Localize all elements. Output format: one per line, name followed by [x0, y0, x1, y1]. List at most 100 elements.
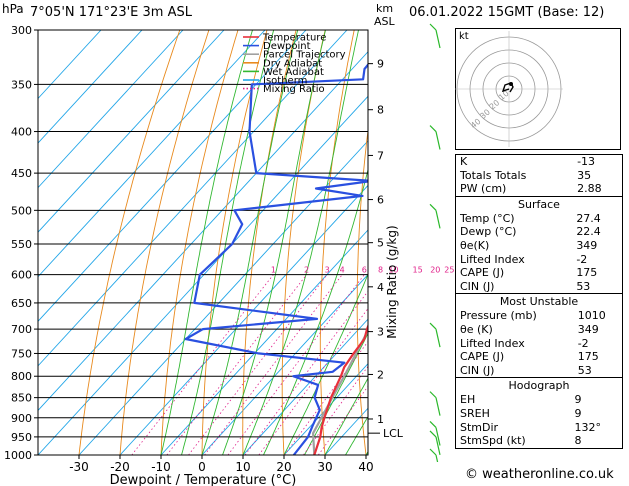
mixing-ratio-line — [204, 274, 343, 455]
isotherm-line — [38, 30, 143, 144]
km-tick-label: 7 — [377, 149, 384, 162]
legend-label: Dewpoint — [263, 41, 311, 52]
hodo-row: SREH 9 — [456, 407, 622, 421]
isotherm-line — [78, 140, 368, 455]
km-tick-label: 4 — [377, 281, 384, 294]
hodo-label: StmDir — [460, 420, 499, 434]
legend-label: Temperature — [262, 33, 326, 44]
copyright-footer[interactable]: © weatheronline.co.uk — [465, 467, 614, 482]
dry-adiabat-line — [160, 30, 239, 455]
wind-barb-flag — [429, 430, 437, 438]
temperature-tick-label: 40 — [358, 460, 373, 474]
wind-barbs — [429, 23, 441, 462]
wind-barb — [435, 397, 441, 416]
hodo-value: 132° — [574, 420, 601, 434]
km-tick-label: 9 — [377, 58, 384, 71]
dry-adiabat-line — [78, 30, 181, 455]
index-row: Totals Totals 35 — [456, 169, 622, 183]
hodograph-storm-motion — [509, 82, 513, 86]
index-value: 35 — [577, 168, 592, 182]
index-label: K — [460, 155, 468, 168]
pressure-tick-label: 500 — [11, 204, 32, 217]
hodograph-table: EH 9 SREH 9 StmDir 132° StmSpd (kt) 8 — [456, 393, 622, 447]
hodo-row: StmDir 132° — [456, 421, 622, 435]
surface-value: -2 — [576, 252, 588, 266]
mu-value: 175 — [577, 350, 599, 364]
surface-row: θe(K) 349 — [456, 239, 622, 253]
pressure-tick-label: 450 — [11, 167, 32, 180]
mu-value: 1010 — [577, 309, 606, 323]
hodo-value: 9 — [574, 393, 582, 407]
surface-value: 53 — [576, 279, 591, 293]
location-title: 7°05'N 171°23'E 3m ASL — [30, 5, 192, 20]
wind-barb — [435, 454, 439, 462]
mixing-ratio-label: 2 — [304, 266, 309, 275]
index-label: Totals Totals — [460, 168, 527, 182]
wet-adiabat-line — [304, 332, 368, 455]
wind-barb-flag — [429, 322, 437, 330]
legend-label: Dry Adiabat — [263, 58, 322, 69]
mu-value: 349 — [577, 322, 599, 336]
surface-row: CAPE (J) 175 — [456, 266, 622, 280]
hodo-label: SREH — [460, 406, 490, 420]
legend-label: Parcel Trajectory — [263, 50, 346, 61]
legend-label: Wet Adiabat — [263, 67, 324, 78]
mu-value: 53 — [577, 363, 592, 377]
wind-barb-flag — [429, 391, 437, 399]
surface-label: Temp (°C) — [460, 211, 515, 225]
mixing-ratio-label: 6 — [362, 266, 367, 275]
isotherm-line — [38, 30, 307, 322]
wind-barb-flag — [429, 203, 437, 211]
temperature-tick-label: -30 — [69, 460, 89, 474]
mu-label: Lifted Index — [460, 336, 525, 350]
surface-label: CAPE (J) — [460, 266, 505, 280]
indices-panel: K -13 Totals Totals 35 PW (cm) 2.88 Surface… — [455, 154, 623, 449]
mu-row: CAPE (J) 175 — [456, 350, 622, 364]
mu-label: CAPE (J) — [460, 350, 505, 364]
hodo-row: EH 9 — [456, 393, 622, 407]
wind-barb — [435, 29, 441, 49]
most-unstable-table: Pressure (mb) 1010 θe (K) 349 Lifted Index… — [456, 309, 622, 377]
wet-adiabat-line — [324, 377, 368, 455]
wind-barb-flag — [429, 448, 437, 456]
wet-adiabat-line — [181, 30, 275, 455]
surface-row: Temp (°C) 27.4 — [456, 212, 622, 226]
temperature-tick-label: 30 — [317, 460, 332, 474]
mu-label: θe (K) — [460, 322, 493, 336]
wind-barb — [435, 131, 441, 150]
pressure-tick-label: 850 — [11, 392, 32, 405]
surface-value: 27.4 — [576, 211, 601, 225]
surface-value: 175 — [576, 266, 598, 280]
mixing-ratio-label: 25 — [444, 266, 454, 275]
isotherm-line — [38, 30, 225, 233]
mixing-ratio-line — [258, 307, 368, 455]
x-axis-label: Dewpoint / Temperature (°C) — [110, 473, 297, 486]
km-unit-label: km — [376, 2, 394, 15]
hodograph-unit-label: kt — [459, 31, 469, 42]
mixing-ratio-label: 8 — [378, 266, 383, 275]
km-tick-label: 2 — [377, 368, 384, 381]
mixing-ratio-label: 10 — [388, 266, 398, 275]
mu-row: θe (K) 349 — [456, 323, 622, 337]
index-row: PW (cm) 2.88 — [456, 182, 622, 196]
isotherm-line — [283, 363, 368, 455]
hpa-unit-label: hPa — [2, 2, 24, 16]
asl-unit-label: ASL — [374, 15, 395, 28]
mu-label: CIN (J) — [460, 363, 495, 377]
datetime-title: 06.01.2022 15GMT (Base: 12) — [409, 5, 605, 20]
surface-label: Lifted Index — [460, 252, 525, 266]
legend-label: Isotherm — [263, 76, 307, 87]
surface-table: Temp (°C) 27.4 Dewp (°C) 22.4 θe(K) 349 Lif… — [456, 212, 622, 294]
hodo-value: 8 — [574, 434, 582, 448]
pressure-tick-label: 900 — [11, 412, 32, 425]
temperature-tick-label: -20 — [110, 460, 130, 474]
surface-row: CIN (J) 53 — [456, 280, 622, 294]
isotherm-line — [119, 184, 368, 455]
pressure-tick-label: 700 — [11, 323, 32, 336]
isotherm-line — [38, 30, 266, 278]
mu-row: Lifted Index -2 — [456, 337, 622, 351]
most-unstable-section-title: Most Unstable — [456, 293, 622, 309]
isotherm-line — [242, 318, 368, 455]
